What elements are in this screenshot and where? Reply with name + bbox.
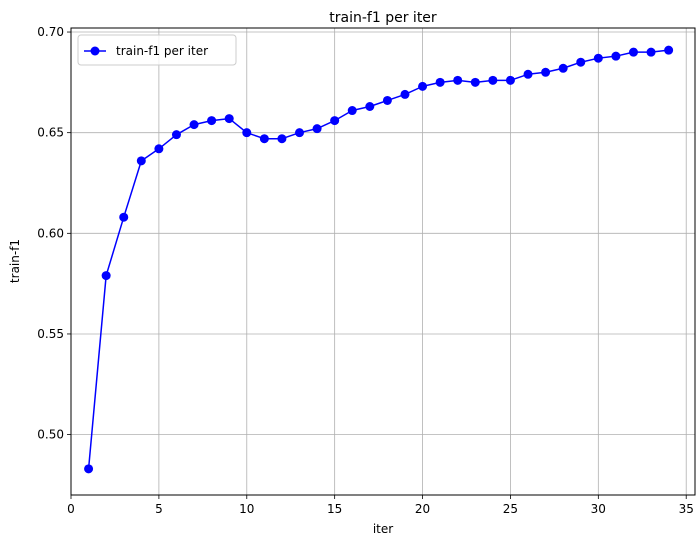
plot-background — [71, 28, 695, 495]
y-tick-label: 0.65 — [37, 126, 64, 140]
data-point — [593, 53, 603, 63]
data-point — [277, 134, 287, 144]
data-point — [576, 57, 586, 67]
x-tick-label: 10 — [239, 502, 254, 516]
data-point — [189, 120, 199, 130]
plot-frame — [70, 27, 696, 496]
legend-marker-swatch — [90, 46, 100, 56]
x-tick-label: 25 — [503, 502, 518, 516]
data-point — [119, 212, 129, 222]
data-point — [101, 271, 111, 281]
x-tick-label: 0 — [67, 502, 75, 516]
x-tick-label: 20 — [415, 502, 430, 516]
series-layer — [84, 45, 674, 474]
data-point — [365, 102, 375, 112]
x-tick-label: 30 — [591, 502, 606, 516]
y-axis-label: train-f1 — [8, 239, 22, 283]
data-point — [453, 75, 463, 85]
plot-area — [71, 28, 695, 495]
data-point — [646, 47, 656, 57]
data-point — [435, 77, 445, 87]
data-point — [136, 156, 146, 166]
data-point — [347, 106, 357, 116]
x-axis-label: iter — [373, 522, 393, 536]
x-tick-label: 15 — [327, 502, 342, 516]
grid — [70, 28, 695, 495]
legend-label: train-f1 per iter — [116, 44, 208, 58]
y-tick-label: 0.55 — [37, 327, 64, 341]
data-point — [664, 45, 674, 55]
y-tick-label: 0.70 — [37, 25, 64, 39]
data-point — [154, 144, 164, 154]
data-point — [611, 51, 621, 61]
data-point — [259, 134, 269, 144]
x-tick-label: 35 — [679, 502, 694, 516]
data-point — [84, 464, 94, 474]
chart-title: train-f1 per iter — [329, 10, 437, 26]
x-tick-label: 5 — [155, 502, 163, 516]
data-point — [242, 128, 252, 138]
data-point — [400, 89, 410, 99]
legend: train-f1 per iter — [77, 34, 237, 66]
data-point — [207, 116, 217, 126]
data-point — [541, 67, 551, 77]
data-point — [488, 75, 498, 85]
data-point — [523, 69, 533, 79]
data-point — [295, 128, 305, 138]
data-point — [505, 75, 515, 85]
data-point — [382, 95, 392, 105]
data-point — [628, 47, 638, 57]
x-axis: 0 5 10 15 20 25 30 35 — [67, 495, 694, 516]
legend-box — [77, 34, 237, 66]
y-tick-label: 0.60 — [37, 226, 64, 240]
data-point — [418, 81, 428, 91]
y-tick-label: 0.50 — [37, 428, 64, 442]
series-line — [87, 49, 669, 469]
data-point — [224, 114, 234, 124]
y-axis: 0.50 0.55 0.60 0.65 0.70 — [37, 25, 71, 442]
data-point — [558, 63, 568, 73]
data-point — [171, 130, 181, 140]
data-point — [330, 116, 340, 126]
data-point — [470, 77, 480, 87]
data-point — [312, 124, 322, 134]
